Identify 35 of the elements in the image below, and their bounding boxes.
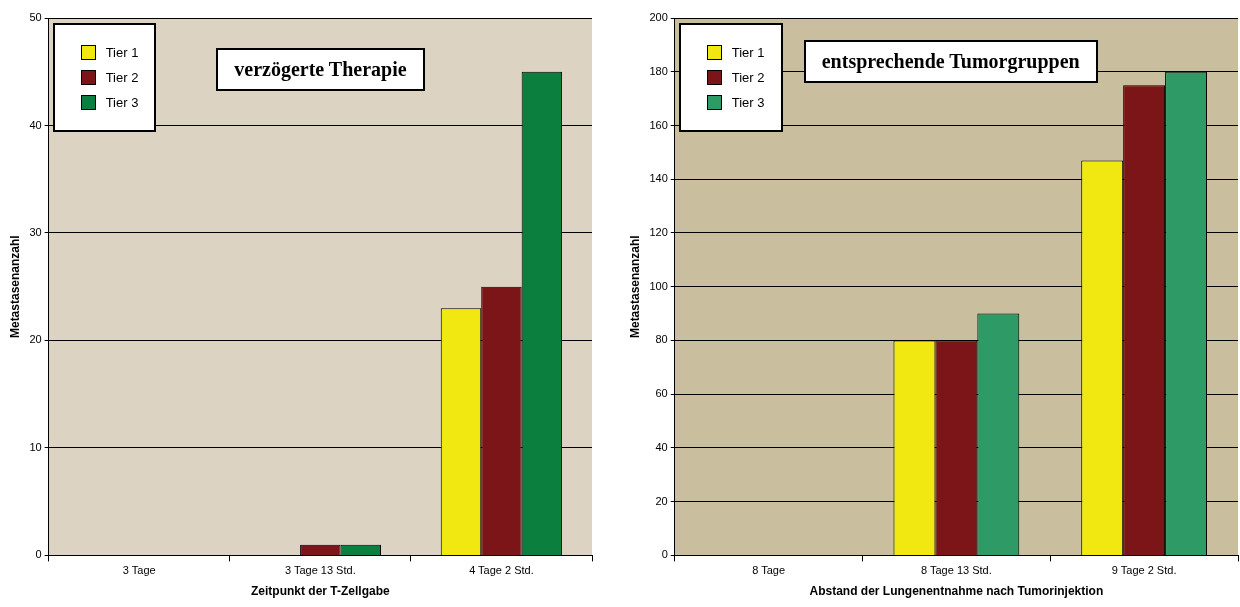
y-tick-label: 40 [655,440,668,453]
y-tick-label: 30 [29,225,42,238]
y-tick-label: 100 [649,279,668,292]
y-tick-label: 0 [35,548,42,561]
y-tick-label: 80 [655,333,668,346]
x-tick-label: 8 Tage [752,564,786,577]
y-axis-title: Metastasenanzahl [7,235,22,339]
y-tick-label: 50 [29,11,42,24]
x-tick-label: 4 Tage 2 Std. [469,564,534,577]
y-tick-label: 20 [29,333,42,346]
y-tick-label: 200 [649,11,668,24]
y-tick-label: 140 [649,172,668,185]
x-tick-label: 8 Tage 13 Std. [921,564,992,577]
y-tick-label: 0 [661,548,668,561]
legend-label: Tier 2 [105,70,139,85]
y-tick-label: 180 [649,64,668,77]
legend-label: Tier 2 [731,70,765,85]
y-tick-label: 40 [29,118,42,131]
text: entsprechende Tumorgruppen [803,40,1098,83]
x-tick-label: 3 Tage [122,564,156,577]
legend-label: Tier 3 [105,95,139,110]
text: verzögerte Therapie [216,48,425,91]
legend-label: Tier 1 [731,45,765,60]
legend-label: Tier 3 [731,95,765,110]
x-axis-title: Zeitpunkt der T-Zellgabe [250,584,390,599]
x-axis-title: Abstand der Lungenentnahme nach Tumorinjektion [809,584,1104,599]
x-tick-label: 9 Tage 2 Std. [1111,564,1177,577]
y-tick-label: 20 [655,494,668,507]
y-tick-label: 10 [29,440,42,453]
y-axis-title: Metastasenanzahl [627,235,642,339]
y-tick-label: 60 [655,387,668,400]
x-tick-label: 3 Tage 13 Std. [284,564,356,577]
y-tick-label: 160 [649,118,668,131]
y-tick-label: 120 [649,225,668,238]
legend-label: Tier 1 [105,45,139,60]
